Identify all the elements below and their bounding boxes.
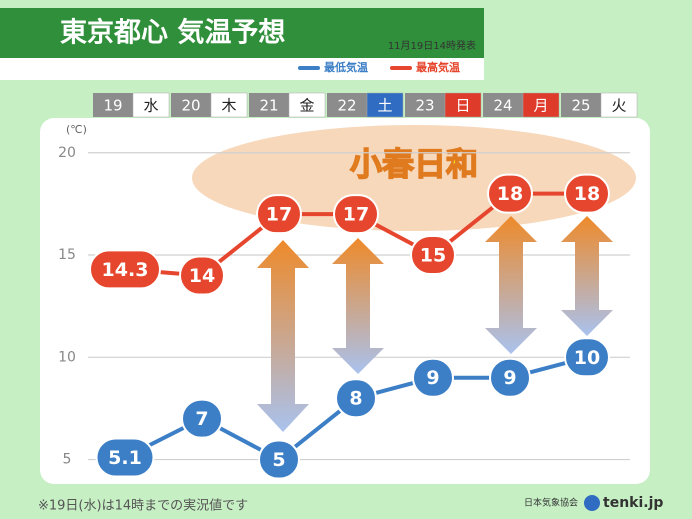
y-tick-label: 10 — [58, 349, 76, 365]
point-marker — [564, 173, 610, 214]
day-box — [561, 93, 601, 117]
weekday-label: 火 — [611, 97, 626, 115]
weekday-box — [600, 92, 638, 118]
day-label: 23 — [415, 97, 434, 115]
legend-label: 最高気温 — [416, 60, 460, 74]
day-label: 20 — [181, 97, 200, 115]
weekday-box — [132, 92, 170, 118]
arrow — [332, 238, 384, 374]
chart-title: 東京都心 気温予想 — [60, 17, 285, 49]
point-marker — [487, 173, 533, 214]
y-tick-label: 15 — [58, 247, 76, 263]
weekday-label: 木 — [221, 97, 236, 115]
issued-time: 11月19日14時発表 — [388, 39, 476, 52]
arrows — [257, 216, 613, 432]
day-label: 21 — [259, 97, 278, 115]
weekday-box — [288, 92, 326, 118]
point-marker — [412, 357, 454, 398]
value-label: 14.3 — [102, 259, 149, 281]
value-label: 8 — [349, 388, 362, 410]
arrow — [257, 240, 309, 432]
legend-label: 最低気温 — [324, 60, 368, 74]
weekday-label: 金 — [299, 97, 314, 115]
day-label: 24 — [493, 97, 512, 115]
weekday-label: 土 — [377, 97, 392, 115]
weekday-label: 日 — [455, 97, 470, 115]
point-marker — [89, 249, 161, 290]
day-label: 19 — [103, 97, 122, 115]
weekday-box — [210, 92, 248, 118]
weekday-box — [444, 92, 482, 118]
point-marker — [258, 439, 300, 480]
point-marker — [95, 437, 155, 478]
value-label: 10 — [574, 347, 600, 369]
unit-label: (℃) — [66, 123, 87, 136]
arrow — [485, 216, 537, 354]
value-label: 7 — [195, 408, 208, 430]
weekday-label: 水 — [143, 97, 158, 115]
source: 日本気象協会 — [524, 497, 578, 509]
day-label: 25 — [571, 97, 590, 115]
point-marker — [181, 398, 223, 439]
y-tick-label: 20 — [58, 145, 76, 161]
annotation: 小春日和 — [350, 145, 478, 183]
value-label: 17 — [266, 204, 292, 226]
point-marker — [489, 357, 531, 398]
value-label: 18 — [497, 183, 523, 205]
weekday-box — [366, 92, 404, 118]
arrow — [561, 216, 613, 336]
point-marker — [179, 255, 225, 296]
series: 5.1 7 5 8 9 9 10 14.3 14 17 17 15 18 18 — [89, 173, 610, 480]
day-header: 19 水 20 木 21 金 22 土 23 日 24 月 25 火 — [93, 92, 638, 118]
day-box — [93, 93, 133, 117]
logo-icon — [584, 495, 600, 511]
value-label: 9 — [426, 367, 439, 389]
weekday-label: 月 — [533, 97, 548, 115]
value-label: 9 — [503, 367, 516, 389]
point-marker — [256, 194, 302, 235]
day-label: 22 — [337, 97, 356, 115]
value-label: 18 — [574, 183, 600, 205]
day-box — [249, 93, 289, 117]
value-label: 5 — [272, 449, 285, 471]
day-box — [405, 93, 445, 117]
title-band — [0, 8, 484, 58]
point-marker — [564, 337, 610, 378]
logo: tenki.jp — [603, 495, 663, 511]
point-marker — [410, 235, 456, 276]
value-label: 14 — [189, 265, 215, 287]
y-tick-label: 5 — [63, 452, 72, 468]
day-box — [483, 93, 523, 117]
value-label: 15 — [420, 245, 446, 267]
value-label: 17 — [343, 204, 369, 226]
legend: 最低気温 最高気温 — [298, 60, 460, 74]
footnote: ※19日(水)は14時までの実況値です — [38, 498, 248, 514]
day-box — [171, 93, 211, 117]
weekday-box — [522, 92, 560, 118]
point-marker — [335, 378, 377, 419]
value-label: 5.1 — [108, 447, 142, 469]
point-marker — [333, 194, 379, 235]
day-box — [327, 93, 367, 117]
